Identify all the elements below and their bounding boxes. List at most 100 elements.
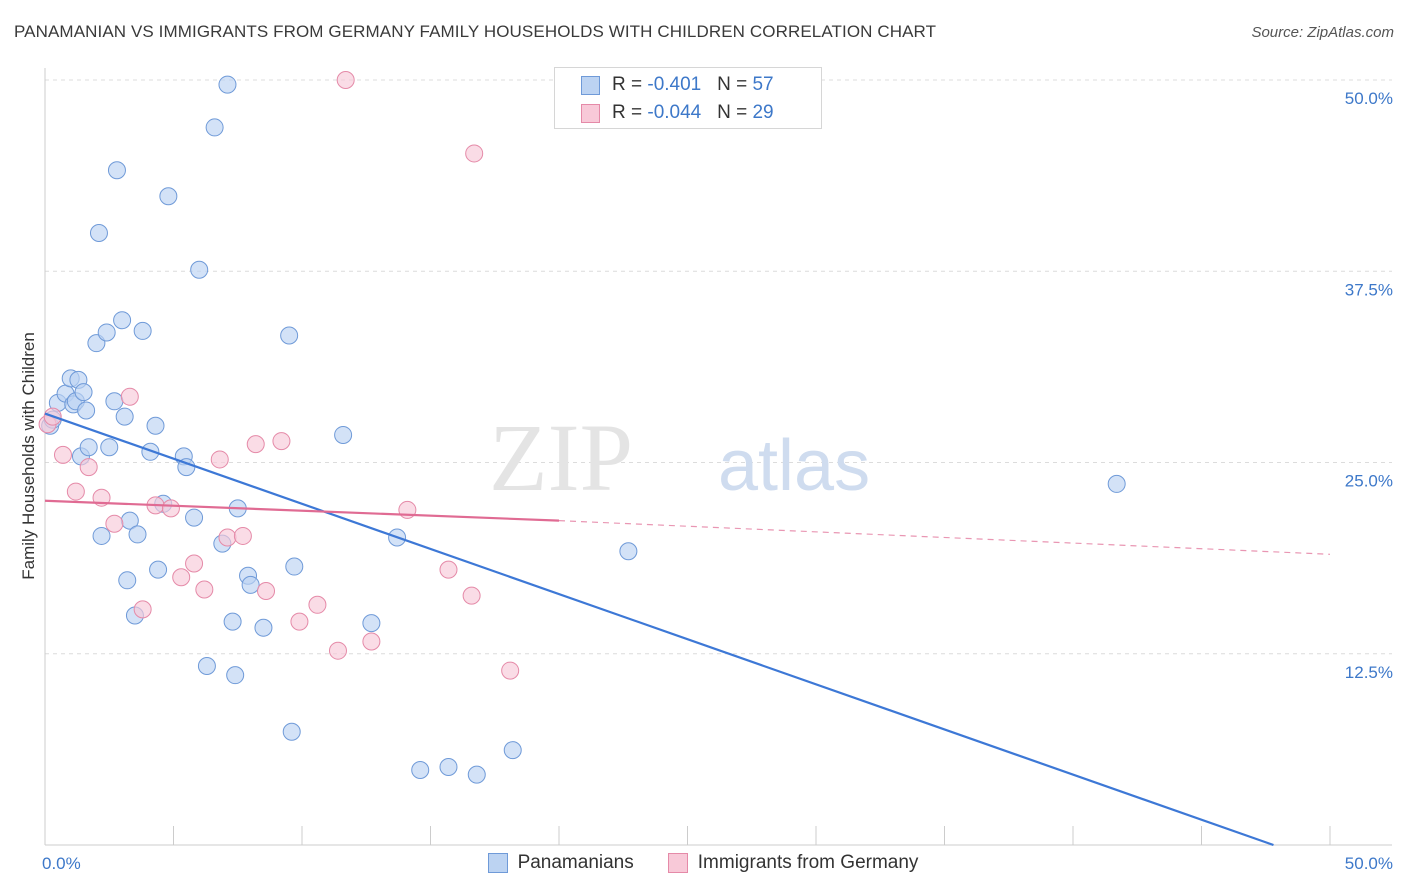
stats-r-label: R = [612,74,648,95]
chart-title: PANAMANIAN VS IMMIGRANTS FROM GERMANY FA… [14,22,937,41]
tick-labels: 12.5% 25.0% 37.5% 50.0% 0.0% 50.0% [42,89,1393,873]
point-germany [210,450,229,469]
point-panamanian [100,438,119,457]
point-germany [172,568,191,587]
stats-n-value: 29 [752,102,774,123]
legend: Panamanians Immigrants from Germany [0,852,1406,874]
point-germany [336,71,355,89]
point-panamanian [218,75,237,94]
source-label: Source: ZipAtlas.com [1251,24,1394,41]
point-panamanian [205,118,224,137]
point-panamanian [159,187,178,206]
point-germany [218,528,237,547]
point-panamanian [74,383,93,402]
point-panamanian [285,557,304,576]
point-panamanian [226,666,245,685]
point-germany [246,435,265,454]
point-germany [501,661,520,680]
watermark: ZIP atlas [489,404,870,511]
point-germany [308,595,327,614]
point-panamanian [133,321,152,340]
trend-line-germany [44,499,560,522]
point-germany [133,600,152,619]
point-germany [328,641,347,660]
trend-line-germany-dashed [558,520,1331,555]
x-tick-label: 50.0% [1345,854,1393,873]
point-panamanian [113,311,132,330]
point-panamanian [92,526,111,545]
legend-swatch-pink [667,853,688,873]
point-panamanian [89,224,108,242]
stats-n-label: N = [717,102,753,123]
stats-row-germany: R = -0.044 N = 29 [581,99,774,127]
point-germany [362,632,381,651]
point-panamanian [146,416,165,435]
watermark-zip: ZIP [489,404,633,511]
point-germany [105,514,124,533]
point-panamanian [128,525,147,544]
point-panamanian [149,560,168,579]
grid-lines [45,79,1392,655]
point-panamanian [105,392,124,411]
point-germany [465,144,484,163]
y-axis-label: Family Households with Children [19,332,38,580]
point-germany [272,432,291,451]
legend-swatch-blue [487,853,508,873]
stats-box: R = -0.401 N = 57 R = -0.044 N = 29 [554,67,822,129]
point-germany [66,482,85,501]
point-panamanian [280,326,299,345]
point-panamanian [411,761,430,780]
point-germany [290,612,309,631]
point-germany [120,387,139,406]
y-tick-label: 50.0% [1345,89,1393,108]
point-panamanian [241,575,260,594]
point-panamanian [185,508,204,527]
data-points [38,71,1126,784]
legend-label: Panamanians [517,852,634,873]
point-panamanian [118,571,137,590]
point-germany [79,458,98,477]
point-panamanian [467,765,486,784]
point-panamanian [1107,474,1126,493]
point-panamanian [107,161,126,180]
legend-label: Immigrants from Germany [697,852,919,873]
axes [44,68,1392,846]
point-panamanian [79,438,98,457]
y-tick-label: 12.5% [1345,663,1393,682]
point-panamanian [439,757,458,776]
point-panamanian [97,323,116,342]
point-panamanian [503,741,522,760]
point-panamanian [619,542,638,561]
point-germany [161,499,180,518]
x-tick-label: 0.0% [42,854,81,873]
point-panamanian [197,656,216,675]
point-panamanian [223,612,242,631]
legend-item-germany[interactable]: Immigrants from Germany [667,852,919,874]
stats-swatch-blue [581,75,600,95]
point-panamanian [282,722,301,741]
point-germany [462,586,481,605]
stats-n-label: N = [717,74,753,95]
stats-n-value: 57 [752,74,774,95]
point-panamanian [115,407,134,426]
y-tick-label: 25.0% [1345,472,1393,491]
point-germany [257,582,276,601]
y-tick-label: 37.5% [1345,280,1393,299]
point-germany [439,560,458,579]
point-panamanian [362,614,381,633]
point-germany [233,526,252,545]
point-panamanian [77,401,96,420]
trend-lines [44,412,1331,847]
point-germany [185,554,204,573]
watermark-atlas: atlas [718,426,870,506]
stats-r-label: R = [612,102,648,123]
point-panamanian [254,618,273,637]
legend-item-panamanians[interactable]: Panamanians [487,852,634,874]
point-germany [53,445,72,464]
trend-line-panamanians [44,412,1274,847]
stats-r-value: -0.401 [647,74,702,95]
point-panamanian [141,442,160,461]
stats-swatch-pink [581,103,600,123]
stats-r-value: -0.044 [647,102,702,123]
